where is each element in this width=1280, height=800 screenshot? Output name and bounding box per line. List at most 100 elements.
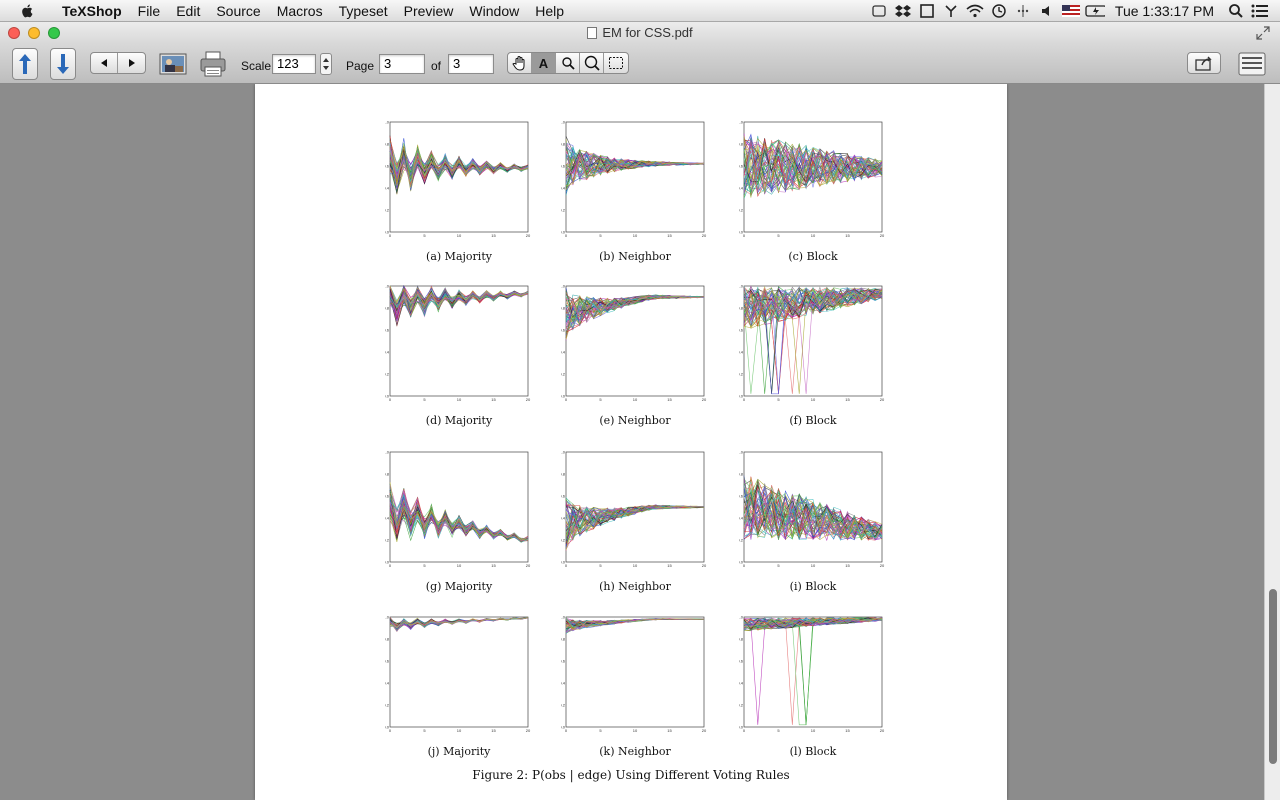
y-tick-label: 0.0 (385, 230, 390, 235)
menu-preview[interactable]: Preview (403, 2, 454, 19)
plot: 0.0 0.2 0.4 0.6 0.8 1.0 0 5 10 15 20 (561, 284, 707, 402)
x-tick-label: 10 (811, 397, 816, 402)
subfigure-caption: (f) Block (789, 414, 837, 427)
y-tick-label: 0.6 (739, 164, 744, 169)
series-line (743, 139, 883, 186)
x-tick-label: 10 (457, 397, 462, 402)
zoom-button[interactable] (48, 27, 60, 39)
y-tick-label: 0.8 (385, 637, 390, 642)
list-icon[interactable] (1250, 3, 1270, 19)
select-tool-button[interactable] (604, 53, 628, 73)
bluetooth-icon[interactable] (1013, 3, 1033, 19)
subfigure-caption: (l) Block (789, 745, 837, 758)
dropbox-icon[interactable] (893, 3, 913, 19)
x-tick-label: 0 (743, 563, 746, 568)
menu-typeset[interactable]: Typeset (338, 2, 388, 19)
menu-app[interactable]: TeXShop (62, 2, 122, 19)
y-tick-label: 0.0 (385, 725, 390, 730)
minimize-button[interactable] (28, 27, 40, 39)
y-tick-label: 0.8 (739, 306, 744, 311)
y-tick-label: 0.0 (561, 725, 566, 730)
finder-icon[interactable] (869, 3, 889, 19)
scale-field[interactable]: 123 (272, 54, 316, 74)
y-tick-label: 0.8 (739, 637, 744, 642)
magnifier-large-icon (584, 55, 600, 71)
menu-window[interactable]: Window (469, 2, 520, 19)
drawer-button[interactable] (1237, 50, 1267, 78)
share-icon (1195, 56, 1212, 71)
page-field[interactable]: 3 (379, 54, 425, 74)
series-line (389, 492, 529, 541)
hand-tool-button[interactable] (508, 53, 532, 73)
typeset-down-button[interactable] (50, 48, 76, 80)
fullscreen-icon[interactable] (1256, 26, 1270, 40)
y-tick-label: 0.6 (739, 328, 744, 333)
window-icon[interactable] (917, 3, 937, 19)
series-line (389, 285, 529, 307)
y-tick-label: 0.6 (385, 659, 390, 664)
menu-file[interactable]: File (137, 2, 161, 19)
apple-icon[interactable] (18, 3, 38, 19)
drawer-icon (1238, 52, 1266, 76)
figure-caption: Figure 2: P(obs | edge) Using Different … (472, 768, 790, 782)
menu-edit[interactable]: Edit (176, 2, 201, 19)
y-tick-label: 0.4 (739, 681, 744, 686)
x-tick-label: 15 (491, 397, 496, 402)
series-line (743, 495, 883, 539)
x-tick-label: 15 (845, 233, 850, 238)
x-tick-label: 20 (880, 397, 885, 402)
volume-icon[interactable] (1037, 3, 1057, 19)
zoom-in-tool-button[interactable] (556, 53, 580, 73)
y-tick-label: 0.8 (561, 472, 566, 477)
typeset-up-button[interactable] (12, 48, 38, 80)
y-tick-label: 1.0 (561, 450, 566, 455)
previous-page-button[interactable] (91, 53, 119, 73)
antenna-icon[interactable] (941, 3, 961, 19)
y-tick-label: 0.6 (561, 659, 566, 664)
preview-thumbnail-button[interactable] (159, 53, 187, 75)
x-tick-label: 10 (457, 233, 462, 238)
x-tick-label: 5 (777, 233, 780, 238)
menu-source[interactable]: Source (216, 2, 261, 19)
x-tick-label: 10 (457, 728, 462, 733)
y-tick-label: 1.0 (385, 120, 390, 125)
x-tick-label: 10 (811, 233, 816, 238)
menu-macros[interactable]: Macros (276, 2, 323, 19)
subfigure-e: 0.0 0.2 0.4 0.6 0.8 1.0 0 5 10 15 20 (e) Neighbor (561, 284, 713, 430)
zoom-out-tool-button[interactable] (580, 53, 604, 73)
y-tick-label: 0.4 (561, 350, 566, 355)
spotlight-icon[interactable] (1226, 3, 1246, 19)
text-tool-button[interactable]: A (532, 53, 556, 73)
timemachine-icon[interactable] (989, 3, 1009, 19)
triangle-right-icon (128, 59, 135, 67)
x-tick-label: 10 (633, 397, 638, 402)
y-tick-label: 0.6 (385, 164, 390, 169)
series-line (743, 134, 883, 195)
series-line (743, 290, 883, 395)
menu-clock[interactable]: Tue 1:33:17 PM (1114, 3, 1214, 19)
plot: 0.0 0.2 0.4 0.6 0.8 1.0 0 5 10 15 20 (561, 450, 707, 568)
y-tick-label: 0.0 (561, 230, 566, 235)
subfigure-c: 0.0 0.2 0.4 0.6 0.8 1.0 0 5 10 15 20 (c) Block (739, 120, 891, 266)
print-button[interactable] (199, 50, 227, 78)
share-button[interactable] (1187, 52, 1221, 74)
series-line (743, 489, 883, 539)
menu-help[interactable]: Help (535, 2, 565, 19)
flag-icon[interactable] (1061, 3, 1081, 19)
y-tick-label: 0.6 (561, 328, 566, 333)
battery-icon[interactable] (1085, 3, 1105, 19)
window-title: EM for CSS.pdf (602, 25, 693, 40)
close-button[interactable] (8, 27, 20, 39)
y-tick-label: 0.2 (739, 538, 744, 543)
scrollbar-thumb[interactable] (1269, 589, 1277, 764)
x-tick-label: 0 (743, 233, 746, 238)
vertical-scrollbar[interactable] (1264, 84, 1280, 800)
y-tick-label: 0.4 (385, 186, 390, 191)
y-tick-label: 0.0 (561, 560, 566, 565)
next-page-button[interactable] (118, 53, 145, 73)
wifi-icon[interactable] (965, 3, 985, 19)
scale-stepper[interactable] (320, 53, 332, 75)
x-tick-label: 10 (633, 563, 638, 568)
tool-segmented-control: A (507, 52, 629, 74)
